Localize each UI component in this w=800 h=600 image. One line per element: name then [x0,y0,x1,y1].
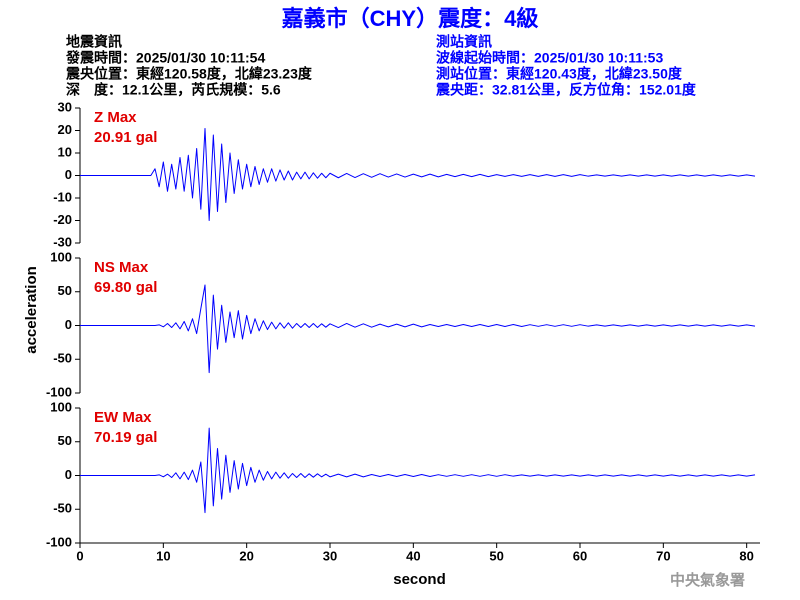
waveform [80,284,756,374]
y-tick-label: 0 [65,317,72,332]
annotation: NS Max [94,259,149,276]
y-tick-label: 0 [65,167,72,182]
station-line: 波線起始時間：2025/01/30 10:11:53 [436,50,663,66]
title: 嘉義市（CHY）震度：4級 [282,6,539,31]
y-tick-label: 100 [50,249,72,264]
x-tick-label: 70 [656,548,670,563]
y-tick-label: 0 [65,467,72,482]
x-tick-label: 0 [76,548,83,563]
station-line: 測站位置：東經120.43度，北緯23.50度 [436,66,683,82]
annotation: 69.80 gal [94,279,157,296]
y-tick-label: -10 [53,189,72,204]
x-tick-label: 50 [489,548,503,563]
station-line: 震央距：32.81公里，反方位角：152.01度 [435,82,697,98]
y-tick-label: -100 [46,384,72,399]
x-tick-label: 30 [323,548,337,563]
y-axis-label: acceleration [23,266,40,354]
y-tick-label: 20 [58,122,72,137]
y-tick-label: 50 [58,283,72,298]
info-line: 深 度：12.1公里，芮氏規模：5.6 [66,82,281,98]
y-tick-label: 30 [58,99,72,114]
info-line: 發震時間：2025/01/30 10:11:54 [65,50,265,66]
x-tick-label: 20 [239,548,253,563]
waveform [80,427,756,514]
annotation: Z Max [94,109,137,126]
y-tick-label: -100 [46,534,72,549]
footer: 中央氣象署 [670,571,745,589]
x-tick-label: 10 [156,548,170,563]
y-tick-label: 100 [50,399,72,414]
annotation: 70.19 gal [94,429,157,446]
y-tick-label: -20 [53,212,72,227]
x-tick-label: 60 [573,548,587,563]
station-line: 測站資訊 [436,34,492,50]
y-tick-label: -50 [53,501,72,516]
x-axis-label: second [393,571,446,588]
y-tick-label: -50 [53,351,72,366]
y-tick-label: -30 [53,234,72,249]
annotation: 20.91 gal [94,129,157,146]
info-line: 震央位置：東經120.58度，北緯23.23度 [65,66,313,82]
y-tick-label: 10 [58,144,72,159]
info-line: 地震資訊 [66,34,122,50]
x-tick-label: 40 [406,548,420,563]
annotation: EW Max [94,409,152,426]
y-tick-label: 50 [58,433,72,448]
waveform [80,127,756,221]
x-tick-label: 80 [739,548,753,563]
